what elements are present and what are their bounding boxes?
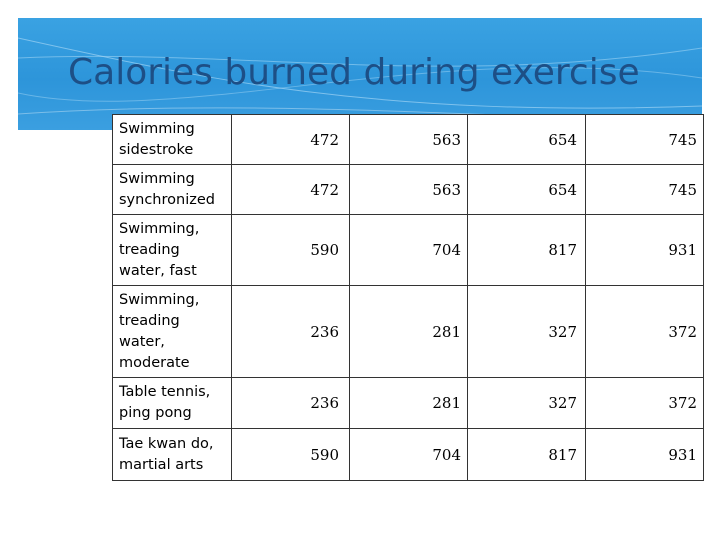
value-cell: 817: [467, 428, 586, 481]
value-cell: 372: [585, 377, 704, 429]
value-cell: 327: [467, 285, 586, 378]
value-cell: 931: [585, 214, 704, 286]
activity-cell: Swimming sidestroke: [112, 114, 232, 165]
activity-cell: Swimming synchronized: [112, 164, 232, 215]
value-cell: 931: [585, 428, 704, 481]
value-cell: 281: [349, 377, 468, 429]
value-cell: 590: [231, 214, 350, 286]
value-cell: 654: [467, 164, 586, 215]
value-cell: 817: [467, 214, 586, 286]
header-wave-decoration: [18, 37, 702, 123]
table-row: Swimming, treading water, fast 590 704 8…: [112, 214, 704, 286]
activity-cell: Swimming, treading water, fast: [112, 214, 232, 286]
value-cell: 372: [585, 285, 704, 378]
page-title: Calories burned during exercise: [68, 52, 640, 93]
value-cell: 327: [467, 377, 586, 429]
table-row: Swimming, treading water, moderate 236 2…: [112, 285, 704, 378]
activity-cell: Tae kwan do, martial arts: [112, 428, 232, 481]
value-cell: 563: [349, 164, 468, 215]
value-cell: 281: [349, 285, 468, 378]
header-band: [18, 18, 702, 130]
value-cell: 563: [349, 114, 468, 165]
calories-table: Swimming sidestroke 472 563 654 745 Swim…: [112, 114, 704, 481]
activity-cell: Table tennis, ping pong: [112, 377, 232, 429]
value-cell: 472: [231, 164, 350, 215]
table-row: Swimming synchronized 472 563 654 745: [112, 164, 704, 215]
value-cell: 704: [349, 428, 468, 481]
value-cell: 590: [231, 428, 350, 481]
table-row: Swimming sidestroke 472 563 654 745: [112, 114, 704, 165]
value-cell: 704: [349, 214, 468, 286]
value-cell: 745: [585, 114, 704, 165]
activity-cell: Swimming, treading water, moderate: [112, 285, 232, 378]
table-row: Tae kwan do, martial arts 590 704 817 93…: [112, 428, 704, 481]
value-cell: 745: [585, 164, 704, 215]
value-cell: 236: [231, 285, 350, 378]
value-cell: 236: [231, 377, 350, 429]
value-cell: 472: [231, 114, 350, 165]
table-row: Table tennis, ping pong 236 281 327 372: [112, 377, 704, 429]
value-cell: 654: [467, 114, 586, 165]
